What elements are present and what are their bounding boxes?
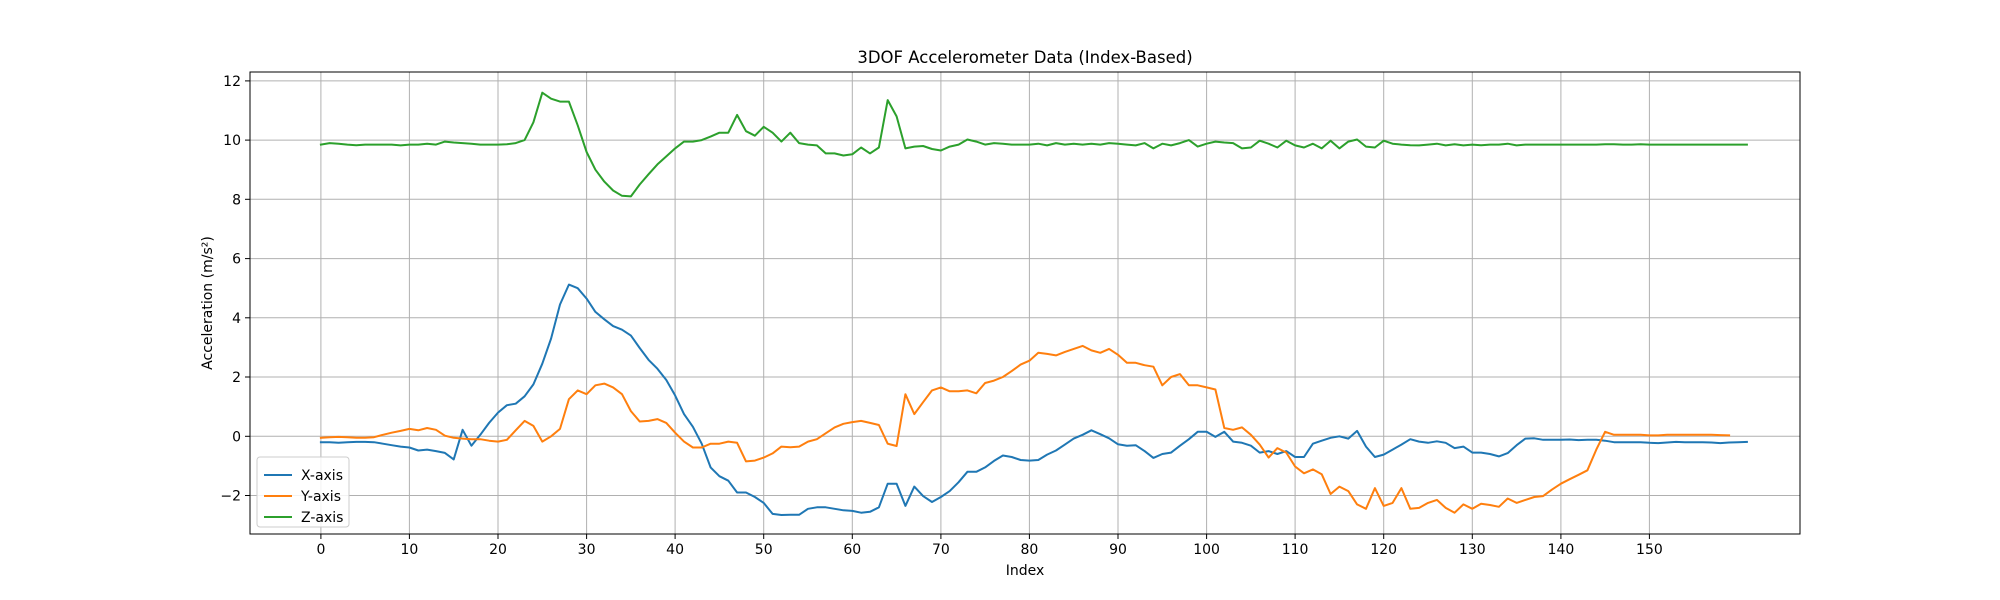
x-tick-label: 140 bbox=[1548, 542, 1575, 558]
y-tick-label: 10 bbox=[223, 133, 241, 149]
x-tick-label: 80 bbox=[1020, 542, 1038, 558]
x-tick-label: 60 bbox=[843, 542, 861, 558]
plot-frame bbox=[249, 71, 1801, 535]
x-tick-label: 70 bbox=[932, 542, 950, 558]
x-tick-label: 120 bbox=[1370, 542, 1397, 558]
series-line-y-axis bbox=[319, 344, 1731, 514]
legend-label-z-axis: Z-axis bbox=[301, 510, 343, 526]
x-tick-label: 40 bbox=[666, 542, 684, 558]
y-tick-label: 8 bbox=[232, 192, 241, 208]
x-tick-label: 50 bbox=[755, 542, 773, 558]
legend-entries: X-axis Y-axis Z-axis bbox=[264, 468, 343, 526]
grid-lines bbox=[250, 72, 1800, 534]
x-tick-label: 20 bbox=[489, 542, 507, 558]
x-tick-label: 150 bbox=[1636, 542, 1663, 558]
x-tick-label: 0 bbox=[316, 542, 325, 558]
legend: X-axis Y-axis Z-axis bbox=[256, 456, 350, 528]
x-tick-label: 130 bbox=[1459, 542, 1486, 558]
x-tick-label: 110 bbox=[1282, 542, 1309, 558]
series-line-x-axis bbox=[319, 283, 1748, 516]
legend-label-x-axis: X-axis bbox=[301, 468, 343, 484]
series-line-z-axis bbox=[319, 91, 1748, 198]
y-axis-ticks: −2 0 2 4 6 8 10 12 bbox=[220, 74, 250, 505]
x-axis-ticks: 0 10 20 30 40 50 60 70 80 90 100 110 120 130 140 150 bbox=[316, 534, 1663, 558]
chart-title: 3DOF Accelerometer Data (Index-Based) bbox=[857, 48, 1192, 67]
y-axis-title: Acceleration (m/s²) bbox=[200, 236, 216, 370]
y-tick-label: 2 bbox=[232, 370, 241, 386]
series-lines bbox=[319, 91, 1748, 516]
y-tick-label: 6 bbox=[232, 252, 241, 268]
legend-label-y-axis: Y-axis bbox=[300, 489, 341, 505]
x-tick-label: 30 bbox=[578, 542, 596, 558]
y-tick-label: 4 bbox=[232, 311, 241, 327]
x-axis-title: Index bbox=[1006, 563, 1045, 579]
y-tick-label: −2 bbox=[220, 489, 241, 505]
x-tick-label: 100 bbox=[1193, 542, 1220, 558]
y-tick-label: 12 bbox=[223, 74, 241, 90]
x-tick-label: 10 bbox=[400, 542, 418, 558]
y-tick-label: 0 bbox=[232, 429, 241, 445]
x-tick-label: 90 bbox=[1109, 542, 1127, 558]
